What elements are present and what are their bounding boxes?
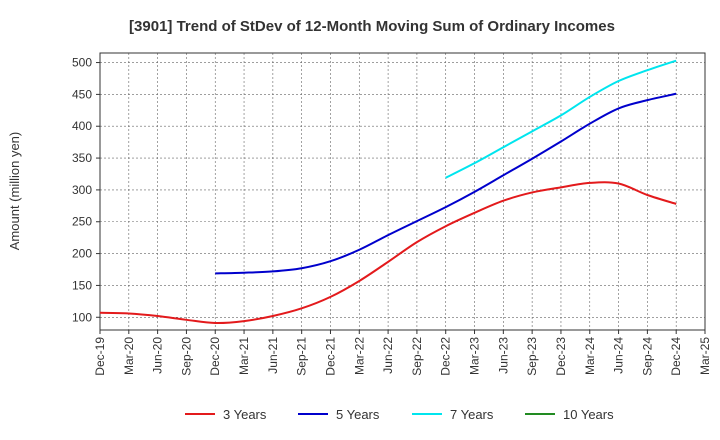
chart-title: [3901] Trend of StDev of 12-Month Moving…	[129, 18, 615, 35]
y-axis: 100 150 200 250 300 350 400 450 500	[72, 56, 100, 324]
x-tick-label: Dec-19	[93, 337, 107, 376]
x-tick-label: Jun-22	[381, 337, 395, 374]
y-axis-label: Amount (million yen)	[7, 132, 22, 251]
series-line-5-years	[215, 92, 677, 275]
legend-label: 5 Years	[336, 407, 380, 422]
series-line-7-years	[445, 59, 677, 179]
legend-item-10-years: 10 Years	[525, 407, 614, 422]
x-tick-label: Mar-20	[122, 337, 136, 375]
y-tick-label: 200	[72, 247, 92, 261]
x-tick-label: Dec-23	[554, 337, 568, 376]
legend: 3 Years 5 Years 7 Years 10 Years	[185, 407, 614, 422]
series-line-3-years	[99, 181, 677, 325]
x-tick-label: Mar-22	[352, 337, 366, 375]
legend-item-3-years: 3 Years	[185, 407, 267, 422]
x-tick-label: Sep-20	[179, 337, 193, 376]
x-tick-label: Sep-22	[410, 337, 424, 376]
y-tick-label: 250	[72, 215, 92, 229]
y-tick-label: 300	[72, 183, 92, 197]
x-tick-label: Dec-20	[208, 337, 222, 376]
x-tick-label: Jun-24	[612, 337, 626, 374]
x-tick-label: Mar-23	[468, 337, 482, 375]
x-tick-label: Mar-25	[698, 337, 712, 375]
x-tick-label: Jun-20	[151, 337, 165, 374]
y-tick-label: 100	[72, 310, 92, 324]
y-tick-label: 450	[72, 87, 92, 101]
series-lines	[99, 59, 677, 325]
legend-item-7-years: 7 Years	[412, 407, 494, 422]
legend-item-5-years: 5 Years	[298, 407, 380, 422]
x-tick-label: Jun-21	[266, 337, 280, 374]
x-tick-label: Sep-23	[525, 337, 539, 376]
legend-label: 7 Years	[450, 407, 494, 422]
plot-frame	[99, 52, 706, 331]
x-tick-label: Sep-24	[640, 337, 654, 376]
x-tick-label: Dec-24	[669, 337, 683, 376]
legend-label: 10 Years	[563, 407, 614, 422]
y-tick-label: 500	[72, 56, 92, 70]
x-axis: Dec-19 Mar-20 Jun-20 Sep-20 Dec-20 Mar-21 Jun-…	[93, 330, 712, 376]
x-tick-label: Dec-22	[439, 337, 453, 376]
x-tick-label: Jun-23	[496, 337, 510, 374]
y-tick-label: 400	[72, 119, 92, 133]
x-tick-label: Mar-24	[583, 337, 597, 375]
x-tick-label: Sep-21	[295, 337, 309, 376]
x-tick-label: Mar-21	[237, 337, 251, 375]
x-tick-label: Dec-21	[323, 337, 337, 376]
grid	[99, 53, 706, 330]
y-tick-label: 350	[72, 151, 92, 165]
legend-label: 3 Years	[223, 407, 267, 422]
y-tick-label: 150	[72, 278, 92, 292]
